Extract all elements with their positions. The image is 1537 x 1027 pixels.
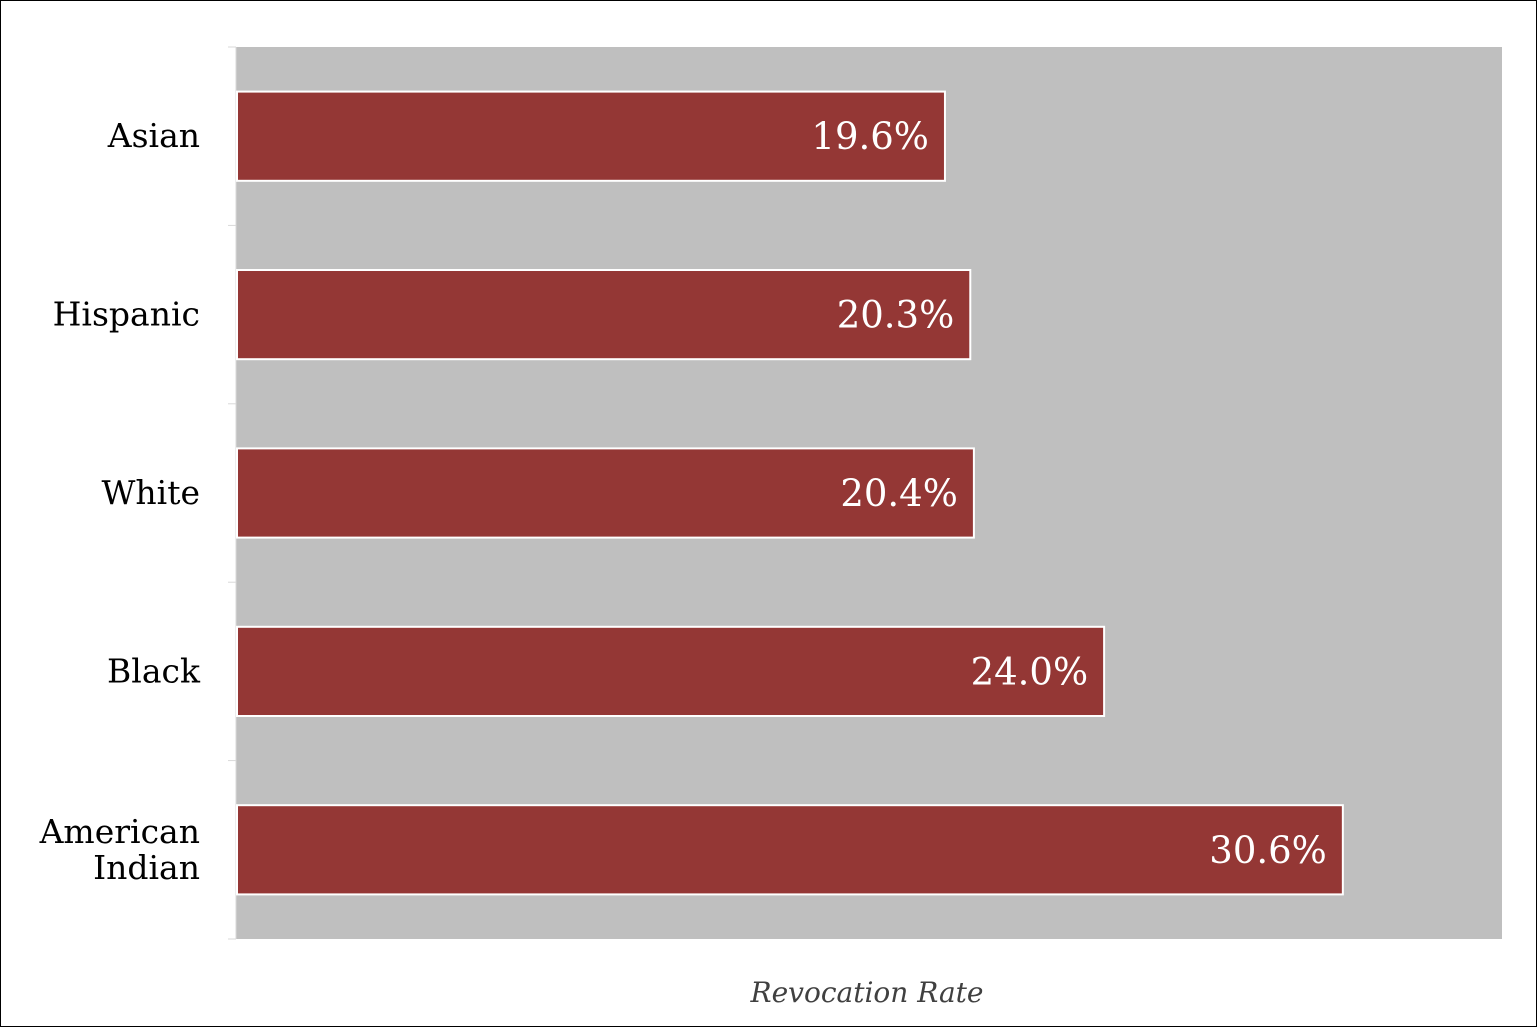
category-label: White bbox=[101, 473, 200, 512]
bar-american-indian bbox=[236, 804, 1344, 896]
category-axis bbox=[228, 46, 237, 940]
category-label-line: Asian bbox=[107, 116, 200, 155]
data-label: 20.4% bbox=[840, 472, 958, 515]
data-label: 20.3% bbox=[837, 294, 955, 337]
bar-hispanic bbox=[236, 269, 972, 361]
bar-black bbox=[236, 625, 1106, 717]
data-label: 19.6% bbox=[811, 115, 929, 158]
category-label-line: Black bbox=[107, 651, 201, 690]
category-label-line: Hispanic bbox=[53, 295, 200, 334]
x-axis-title: Revocation Rate bbox=[750, 976, 984, 1009]
bar-white bbox=[236, 447, 975, 539]
category-label: Black bbox=[107, 651, 201, 690]
category-label-line: American bbox=[39, 812, 200, 851]
category-label: Hispanic bbox=[53, 295, 200, 334]
category-label-line: White bbox=[101, 473, 200, 512]
category-label-line: Indian bbox=[93, 848, 200, 887]
bars: 19.6% 20.3% 20.4% 24.0% 30.6% bbox=[236, 90, 1344, 896]
bar-asian bbox=[236, 90, 946, 182]
data-label: 30.6% bbox=[1209, 829, 1327, 872]
category-label: Asian bbox=[107, 116, 200, 155]
category-labels: Asian Hispanic White Black American Indian bbox=[39, 116, 201, 887]
data-label: 24.0% bbox=[971, 650, 1089, 693]
category-label: American Indian bbox=[39, 812, 200, 887]
